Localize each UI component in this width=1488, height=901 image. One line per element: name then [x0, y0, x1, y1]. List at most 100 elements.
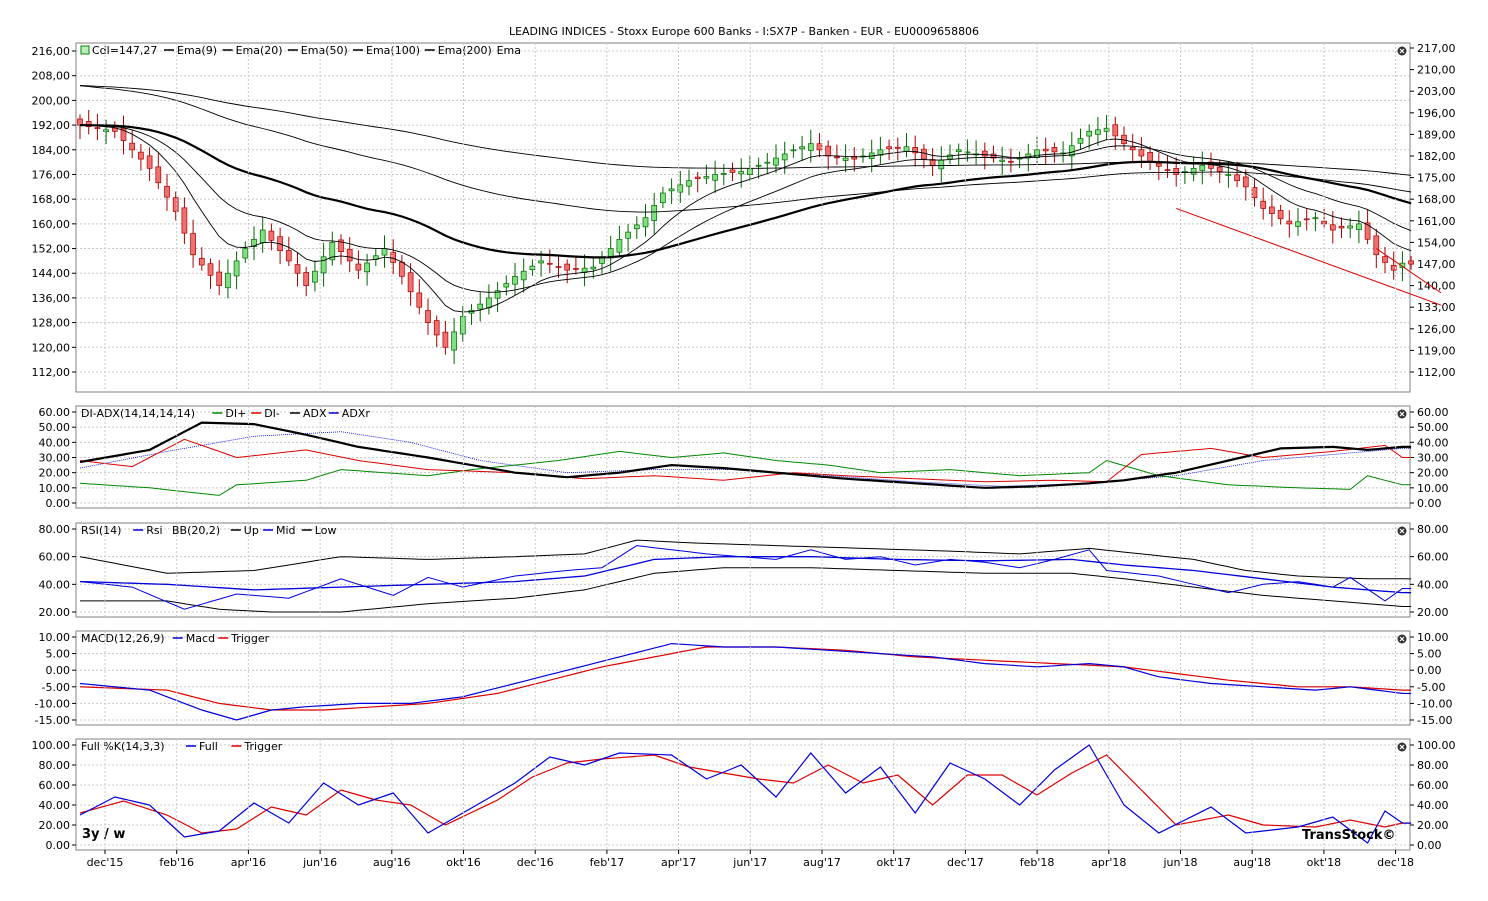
candle-up [538, 260, 544, 264]
candle-up [381, 248, 388, 256]
panel-close-button[interactable] [1397, 526, 1407, 536]
candle-up [1190, 167, 1197, 175]
left-tick-label: 20.00 [39, 819, 71, 832]
candle-up [842, 157, 849, 161]
candle-up [1199, 164, 1206, 171]
candle-up [712, 174, 718, 181]
left-tick-label: 60.00 [39, 779, 71, 792]
left-tick-label: 184,00 [32, 144, 71, 157]
left-tick-label: -5.00 [42, 681, 70, 694]
panel-close-button[interactable] [1397, 409, 1407, 419]
left-tick-label: 136,00 [32, 292, 71, 305]
candle-up [1077, 138, 1084, 144]
legend-label: ADXr [342, 407, 371, 420]
candle-down [181, 207, 188, 234]
left-tick-label: 0.00 [46, 497, 71, 510]
candle-down [442, 331, 449, 348]
candle-up [1356, 223, 1362, 230]
legend-label: Full [199, 740, 218, 753]
legend-label: MACD(12,26,9) [81, 632, 165, 645]
candle-up [529, 265, 536, 270]
candle-down [1155, 162, 1162, 167]
legend-label: Ema(9) [177, 44, 217, 57]
candle-down [1251, 187, 1258, 199]
right-tick-label: 140,00 [1417, 280, 1456, 293]
candle-up [320, 256, 327, 274]
candle-up [451, 331, 457, 351]
left-tick-label: 216,00 [32, 45, 71, 58]
right-tick-label: 20.00 [1417, 467, 1449, 480]
legend-label: DI-ADX(14,14,14,14) [81, 407, 195, 420]
candle-down [1216, 166, 1223, 172]
panel-close-button[interactable] [1397, 742, 1407, 752]
candle-up [259, 229, 266, 244]
candle-down [198, 257, 205, 266]
legend-label: BB(20,2) [172, 524, 220, 537]
right-tick-label: -15.00 [1417, 714, 1452, 727]
stoch-full-line [79, 744, 1412, 844]
left-tick-label: 30.00 [39, 452, 71, 465]
candle-up [503, 283, 510, 288]
left-tick-label: 0.00 [46, 839, 71, 852]
left-tick-label: 152,00 [32, 243, 71, 256]
candle-up [242, 248, 249, 259]
right-tick-label: 182,00 [1417, 150, 1456, 163]
candle-up [807, 143, 814, 151]
right-tick-label: 60.00 [1417, 779, 1449, 792]
panel-close-button[interactable] [1397, 634, 1407, 644]
candle-down [338, 239, 344, 253]
candle-down [1286, 220, 1293, 225]
candle-down [1382, 256, 1388, 263]
candle-down [146, 155, 153, 169]
ema-50-line [79, 124, 1412, 259]
close-icon-x [1399, 528, 1405, 534]
x-tick-label: okt'16 [446, 856, 480, 869]
candle-down [1373, 235, 1380, 256]
right-tick-label: 133,00 [1417, 301, 1456, 314]
candle-up [773, 157, 779, 166]
right-tick-label: -5.00 [1417, 681, 1445, 694]
panel-dmi: 60.00 50.00 40.00 30.00 20.00 10.00 0.00 60.00 5… [39, 405, 1449, 510]
right-tick-label: 126,00 [1417, 323, 1456, 336]
right-tick-label: 0.00 [1417, 664, 1442, 677]
x-tick-label: feb'17 [590, 856, 625, 869]
candle-down [981, 150, 988, 157]
right-tick-label: 80.00 [1417, 523, 1449, 536]
left-tick-label: 60.00 [39, 406, 71, 419]
candle-down [1051, 147, 1058, 153]
x-tick-label: okt'18 [1307, 856, 1341, 869]
legend-label: Ema(20) [236, 44, 283, 57]
candle-up [790, 149, 797, 152]
macd-line [79, 642, 1412, 721]
bb-low-line [80, 567, 1412, 613]
candle-up [1068, 145, 1075, 157]
panel-frame [75, 42, 1411, 393]
panel-close-button[interactable] [1397, 46, 1407, 56]
candle-down [1042, 148, 1049, 152]
candle-up [938, 159, 945, 170]
left-tick-label: 120,00 [32, 341, 71, 354]
x-tick-label: dec'18 [1377, 856, 1414, 869]
right-tick-label: 20.00 [1417, 606, 1449, 619]
trendline [1376, 248, 1442, 294]
candle-up [660, 192, 666, 204]
left-tick-label: 10.00 [39, 631, 71, 644]
candle-down [1277, 210, 1284, 220]
left-tick-label: -15.00 [35, 714, 70, 727]
candle-down [294, 264, 301, 274]
right-tick-label: 217,00 [1417, 42, 1456, 55]
candle-up [1399, 262, 1406, 268]
candle-up [494, 290, 501, 299]
candle-up [459, 316, 466, 335]
right-tick-label: -10.00 [1417, 697, 1452, 710]
legend-label: RSI(14) [81, 524, 121, 537]
adx-line [79, 421, 1412, 489]
left-tick-label: 100.00 [32, 739, 71, 752]
left-tick-label: 208,00 [32, 70, 71, 83]
legend-label: Ema [497, 44, 521, 57]
candle-up [781, 153, 788, 161]
left-tick-label: 40.00 [39, 578, 71, 591]
left-tick-label: 128,00 [32, 317, 71, 330]
right-tick-label: 210,00 [1417, 64, 1456, 77]
left-tick-label: 168,00 [32, 193, 71, 206]
